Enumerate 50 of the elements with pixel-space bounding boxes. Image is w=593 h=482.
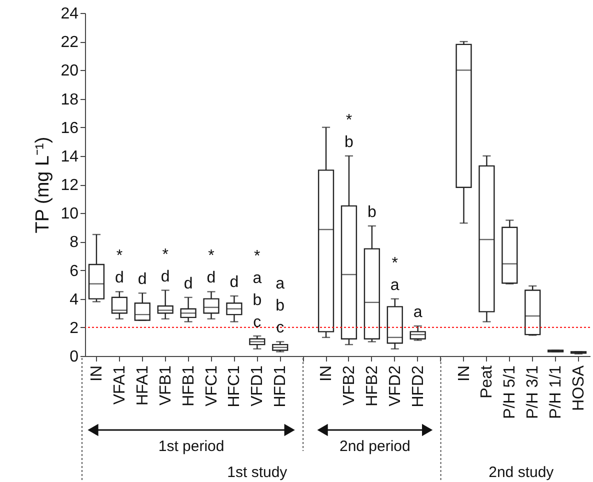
x-tick-label: VFB1 <box>157 365 174 406</box>
y-tick-label: 20 <box>60 62 79 80</box>
x-tick-label: IN <box>318 366 336 382</box>
y-tick-label: 14 <box>60 148 79 166</box>
y-tick-label: 12 <box>60 177 79 194</box>
x-tick-label: VFD2 <box>386 365 404 406</box>
x-tick-label: P/H 1/1 <box>548 365 565 419</box>
y-tick-label: 10 <box>60 206 79 223</box>
y-tick-label: 24 <box>60 6 79 22</box>
text: * a <box>390 254 400 294</box>
text: d <box>184 275 193 292</box>
x-tick-label: VFA1 <box>111 365 128 405</box>
x-tick-label: HFB1 <box>180 365 198 406</box>
text: * d <box>206 248 216 287</box>
text: 2nd study <box>488 464 554 481</box>
x-tick-label: HOSA <box>570 365 588 411</box>
text: * d <box>160 246 170 286</box>
text: * a b c <box>252 248 262 331</box>
y-tick-label: 2 <box>70 320 79 337</box>
x-tick-label: IN <box>456 366 473 382</box>
x-tick-label: P/H 5/1 <box>502 365 519 419</box>
y-tick-label: 16 <box>60 120 79 137</box>
text: b <box>367 204 376 221</box>
x-tick-label: VFD1 <box>249 365 266 406</box>
text: 1st study <box>227 464 288 481</box>
x-tick-label: IN <box>88 366 106 382</box>
x-tick-label: HFB2 <box>364 365 381 406</box>
text: a <box>413 304 422 321</box>
x-tick-label: VFC1 <box>203 365 220 406</box>
y-tick-label: 6 <box>70 262 79 280</box>
y-tick-label: 22 <box>60 34 79 52</box>
x-tick-label: HFD2 <box>410 365 427 408</box>
y-tick-label: 4 <box>70 291 79 308</box>
text: 1st period <box>158 438 224 455</box>
x-tick-label: Peat <box>478 364 496 398</box>
y-tick-label: 0 <box>70 348 79 366</box>
y-axis-title: TP (mg L⁻¹) <box>32 136 54 234</box>
y-tick-label: 8 <box>70 234 79 252</box>
x-tick-label: HFC1 <box>226 365 244 408</box>
x-tick-label: HFD1 <box>272 365 290 408</box>
x-tick-label: VFB2 <box>340 365 358 406</box>
text: * d <box>114 248 124 287</box>
text: a b c <box>276 276 285 337</box>
x-tick-label: P/H 3/1 <box>524 365 542 419</box>
text: 2nd period <box>339 438 410 455</box>
text: d <box>230 274 239 291</box>
x-tick-label: HFA1 <box>134 365 152 406</box>
y-tick-label: 18 <box>60 91 79 108</box>
text: * b <box>344 112 354 151</box>
text: d <box>138 271 147 288</box>
